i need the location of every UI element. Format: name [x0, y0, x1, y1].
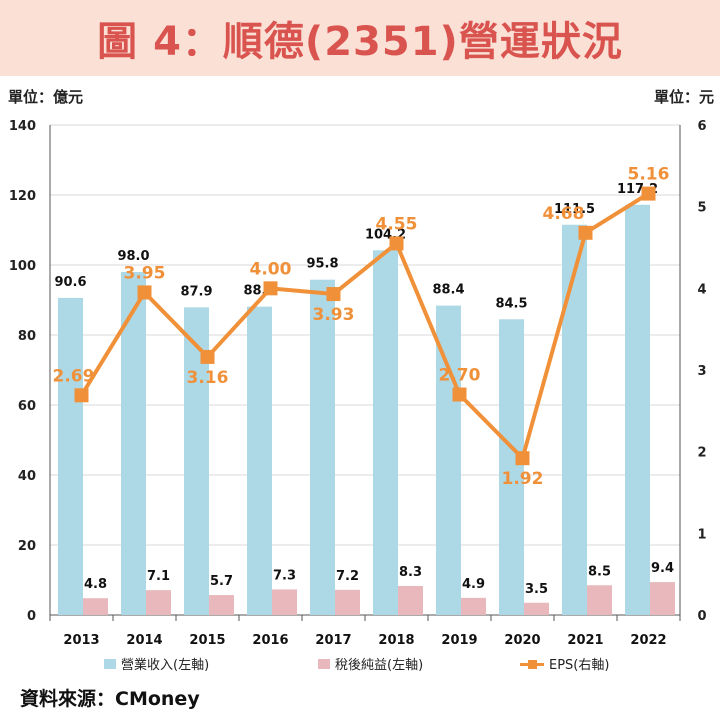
left-axis-tick-label: 140	[9, 119, 36, 134]
revenue-bar	[121, 272, 146, 615]
right-axis-tick-label: 3	[697, 364, 706, 379]
x-axis-tick-label: 2021	[567, 633, 603, 648]
left-axis-tick-label: 60	[18, 399, 36, 414]
revenue-bar	[310, 279, 335, 615]
eps-marker	[515, 451, 530, 466]
legend-label-net-income: 稅後純益(左軸)	[335, 658, 424, 673]
chart-area: 0 20 40 60 80 100 120 140 0 1 2 3 4 5 6 90.6 4.8 2013 98.0…	[9, 119, 707, 648]
revenue-bar	[562, 224, 587, 615]
revenue-data-label: 84.5	[495, 296, 527, 311]
legend-item-revenue: 營業收入(左軸)	[104, 654, 209, 673]
left-axis-tick-label: 0	[27, 609, 36, 624]
eps-marker	[263, 281, 278, 296]
revenue-data-label: 88.4	[432, 283, 464, 298]
net-income-bar	[335, 589, 360, 615]
right-axis-tick-label: 5	[697, 201, 706, 216]
net-income-data-label: 4.8	[84, 577, 107, 592]
revenue-data-label: 111.5	[554, 202, 595, 217]
net-income-bar	[209, 595, 234, 615]
right-axis-tick-label: 4	[697, 282, 706, 297]
eps-data-label: 4.00	[250, 259, 292, 279]
legend-item-eps: EPS(右軸)	[520, 654, 609, 673]
right-axis-tick-label: 2	[697, 446, 706, 461]
x-axis-tick-label: 2017	[315, 633, 351, 648]
net-income-bar	[272, 589, 297, 615]
net-income-bar	[146, 590, 171, 615]
net-income-data-label: 9.4	[651, 561, 674, 576]
eps-data-label: 4.55	[376, 214, 418, 234]
net-income-data-label: 7.2	[336, 569, 359, 584]
revenue-data-label: 98.0	[117, 249, 149, 264]
revenue-bar	[373, 250, 398, 616]
net-income-data-label: 4.9	[462, 577, 485, 592]
eps-marker	[74, 388, 89, 403]
x-axis-tick-label: 2014	[126, 633, 162, 648]
net-income-bar	[524, 602, 549, 615]
net-income-bar	[83, 598, 108, 615]
revenue-bar	[625, 204, 650, 616]
eps-data-label: 5.16	[628, 165, 670, 185]
net-income-data-label: 5.7	[210, 574, 233, 589]
right-axis-tick-label: 0	[697, 609, 706, 624]
revenue-data-label: 90.6	[54, 275, 86, 290]
eps-marker	[389, 236, 404, 251]
eps-marker	[200, 349, 215, 364]
net-income-data-label: 7.3	[273, 568, 296, 583]
x-axis-tick-label: 2015	[189, 633, 225, 648]
revenue-bar	[499, 319, 524, 615]
right-axis-tick-label: 1	[697, 527, 706, 542]
left-axis-tick-label: 20	[18, 539, 36, 554]
eps-data-label: 3.95	[124, 263, 166, 283]
x-axis-tick-label: 2018	[378, 633, 414, 648]
x-axis-tick-label: 2020	[504, 633, 540, 648]
title-banner: 圖 4：順德(2351)營運狀況	[0, 0, 720, 76]
eps-marker	[578, 225, 593, 240]
revenue-bar	[436, 305, 461, 615]
revenue-bar	[247, 306, 272, 615]
right-axis-tick-label: 6	[697, 119, 706, 134]
eps-marker	[137, 285, 152, 300]
net-income-data-label: 8.5	[588, 564, 611, 579]
legend: 營業收入(左軸) 稅後純益(左軸) EPS(右軸)	[0, 654, 720, 676]
left-axis-tick-label: 80	[18, 329, 36, 344]
eps-line	[79, 191, 650, 461]
eps-data-label: 3.16	[187, 368, 229, 388]
chart-title: 圖 4：順德(2351)營運狀況	[97, 19, 623, 65]
legend-swatch-eps	[520, 659, 544, 669]
net-income-data-label: 7.1	[147, 569, 170, 584]
eps-data-label: 3.93	[313, 305, 355, 325]
net-income-bar	[587, 585, 612, 615]
net-income-bar	[650, 582, 675, 615]
eps-data-label: 4.68	[543, 204, 585, 224]
legend-swatch-revenue	[104, 658, 116, 669]
x-axis-tick-label: 2022	[630, 633, 666, 648]
x-axis-tick-label: 2013	[63, 633, 99, 648]
net-income-bar	[398, 585, 423, 615]
left-axis-unit: 單位：億元	[8, 88, 84, 106]
eps-data-label: 1.92	[502, 469, 544, 489]
legend-swatch-net-income	[318, 658, 330, 669]
revenue-data-label: 95.8	[306, 257, 338, 272]
eps-marker	[641, 186, 656, 201]
eps-data-label: 2.69	[53, 366, 95, 386]
right-axis-unit: 單位：元	[653, 88, 714, 106]
legend-label-revenue: 營業收入(左軸)	[121, 658, 210, 673]
source-note: 資料來源：CMoney	[20, 688, 200, 710]
net-income-data-label: 3.5	[525, 582, 548, 597]
legend-label-eps: EPS(右軸)	[549, 658, 610, 673]
left-axis-tick-label: 100	[9, 259, 36, 274]
eps-marker	[452, 387, 467, 402]
revenue-data-label: 87.9	[180, 284, 212, 299]
x-axis-tick-label: 2019	[441, 633, 477, 648]
eps-marker	[326, 287, 341, 302]
legend-item-net-income: 稅後純益(左軸)	[318, 654, 423, 673]
left-axis-tick-label: 120	[9, 189, 36, 204]
revenue-bar	[58, 297, 83, 615]
eps-data-label: 2.70	[439, 366, 481, 386]
net-income-bar	[461, 597, 486, 615]
net-income-data-label: 8.3	[399, 565, 422, 580]
left-axis-tick-label: 40	[18, 469, 36, 484]
x-axis-tick-label: 2016	[252, 633, 288, 648]
